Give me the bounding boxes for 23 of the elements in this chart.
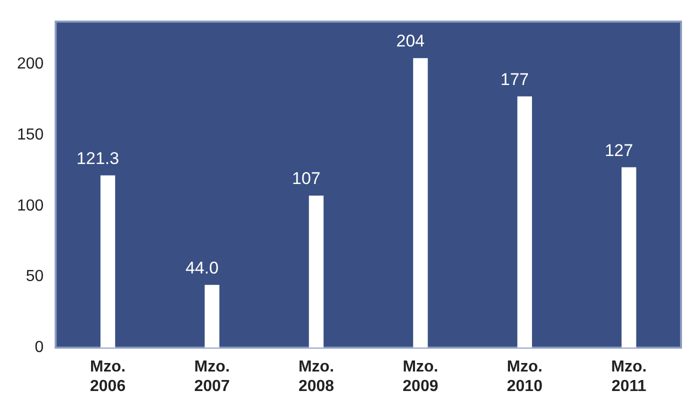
y-tick-label: 150 [16,126,44,144]
data-label: 121.3 [76,148,120,168]
data-label: 127 [604,140,634,160]
bar [622,167,636,348]
x-tick-label: Mzo. 2010 [506,358,543,395]
data-label: 107 [292,169,320,188]
data-label: 177 [500,70,529,89]
x-tick-label: Mzo. 2007 [194,358,230,395]
data-label: 204 [396,32,425,51]
x-tick-label: Mzo. 2006 [90,358,126,395]
bar [413,58,428,348]
x-tick-label: Mzo. 2009 [402,358,438,395]
data-label: 44.0 [185,258,219,278]
y-tick-label: 100 [16,197,44,214]
bar [517,96,532,348]
bar [308,196,324,348]
y-tick-label: 200 [16,56,44,73]
x-tick-label: Mzo. 2008 [298,358,334,395]
y-tick-label: 50 [26,268,44,286]
bar [204,284,220,348]
y-tick-label: 0 [34,339,44,356]
bar [100,175,116,348]
x-tick-label: Mzo. 2011 [611,358,647,395]
